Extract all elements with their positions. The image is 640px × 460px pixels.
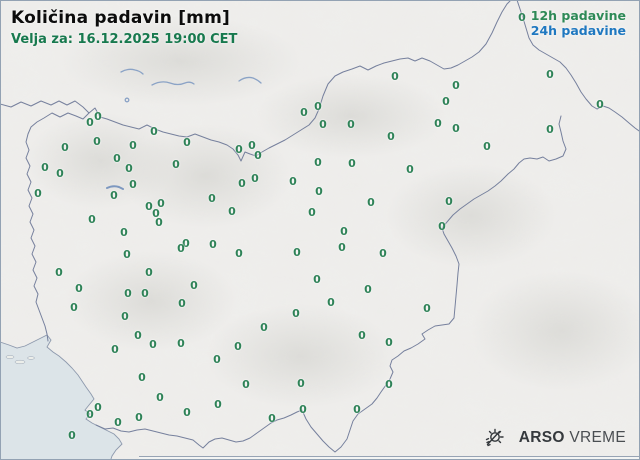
valid-time-label: Velja za: 16.12.2025 19:00 CET xyxy=(11,32,238,47)
sea xyxy=(1,334,123,459)
page-title: Količina padavin [mm] xyxy=(11,8,230,28)
country-borders xyxy=(1,1,639,453)
legend: 12h padavine 24h padavine xyxy=(530,8,626,38)
lagoon-islets xyxy=(5,355,35,365)
legend-item-24h: 24h padavine xyxy=(530,22,626,38)
bottom-frame xyxy=(139,456,639,459)
brand-name-primary: ARSO xyxy=(518,429,565,446)
brand-name: ARSO VREME xyxy=(519,429,626,447)
header: Količina padavin [mm] Velja za: 16.12.20… xyxy=(11,8,237,47)
arso-sun-icon xyxy=(482,426,506,450)
legend-item-12h: 12h padavine xyxy=(530,8,626,23)
branding: ARSO VREME xyxy=(482,426,626,450)
brand-name-secondary: VREME xyxy=(569,429,626,446)
lakes-rivers xyxy=(106,68,262,190)
